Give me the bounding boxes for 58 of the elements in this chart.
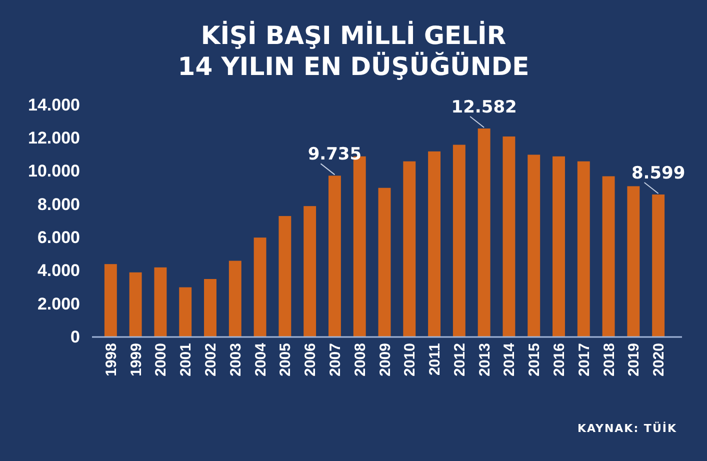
x-tick-label: 2005 bbox=[277, 343, 294, 376]
bar bbox=[278, 216, 292, 337]
bar bbox=[577, 161, 590, 337]
x-tick-label: 2009 bbox=[376, 343, 394, 376]
x-tick-label: 2008 bbox=[352, 343, 369, 376]
x-tick-label: 1999 bbox=[128, 343, 145, 376]
y-tick-label: 14.000 bbox=[28, 95, 80, 114]
bar bbox=[602, 176, 615, 337]
x-tick-label: 2018 bbox=[600, 343, 618, 376]
x-tick-label: 2002 bbox=[202, 343, 220, 376]
x-tick-label: 2020 bbox=[650, 343, 668, 376]
x-tick-label: 2015 bbox=[526, 343, 544, 376]
x-tick-label: 2007 bbox=[326, 343, 344, 376]
bar bbox=[552, 156, 565, 337]
y-tick-label: 2.000 bbox=[37, 294, 80, 314]
bar bbox=[428, 151, 441, 337]
x-tick-label: 2010 bbox=[402, 343, 419, 376]
y-tick-label: 10.000 bbox=[28, 162, 80, 181]
y-tick-label: 4.000 bbox=[37, 261, 80, 280]
data-label: 9.735 bbox=[308, 144, 362, 165]
bar bbox=[104, 264, 117, 337]
bar bbox=[627, 186, 640, 337]
x-tick-label: 2003 bbox=[227, 343, 244, 376]
x-tick-label: 2016 bbox=[551, 343, 568, 376]
x-tick-label: 2014 bbox=[501, 342, 518, 376]
bar bbox=[528, 154, 540, 337]
y-tick-label: 12.000 bbox=[28, 128, 80, 148]
bar bbox=[228, 260, 242, 337]
bar bbox=[378, 188, 391, 337]
bar bbox=[154, 267, 167, 337]
chart-title: KİŞİ BAŞI MİLLİ GELİR 14 YILIN EN DÜŞÜĞÜNDE bbox=[178, 20, 530, 81]
bar bbox=[452, 144, 466, 337]
bar bbox=[254, 238, 266, 337]
x-tick-label: 2011 bbox=[426, 343, 444, 376]
x-tick-label: 2012 bbox=[451, 343, 468, 376]
bar bbox=[478, 128, 490, 337]
bar bbox=[129, 272, 142, 337]
bar bbox=[403, 161, 416, 337]
bar bbox=[304, 206, 316, 337]
bar bbox=[652, 194, 665, 337]
x-tick-label: 2000 bbox=[152, 343, 170, 376]
x-tick-label: 2001 bbox=[178, 343, 195, 376]
x-tick-label: 2004 bbox=[252, 342, 270, 376]
bar bbox=[502, 136, 516, 337]
y-tick-label: 8.000 bbox=[37, 194, 80, 214]
y-tick-label: 0 bbox=[70, 327, 80, 346]
x-tick-label: 2013 bbox=[476, 343, 494, 376]
data-label: 12.582 bbox=[451, 98, 517, 118]
x-tick-label: 2006 bbox=[302, 343, 320, 376]
x-tick-label: 2017 bbox=[576, 343, 593, 376]
bar bbox=[179, 287, 192, 337]
text: KAYNAK: TÜİK bbox=[578, 421, 677, 435]
y-tick-label: 6.000 bbox=[37, 228, 80, 248]
bar bbox=[328, 176, 341, 337]
x-tick-label: 1998 bbox=[102, 343, 120, 376]
x-tick-label: 2019 bbox=[626, 343, 643, 376]
data-label: 8.599 bbox=[631, 164, 686, 184]
bar bbox=[204, 279, 216, 337]
